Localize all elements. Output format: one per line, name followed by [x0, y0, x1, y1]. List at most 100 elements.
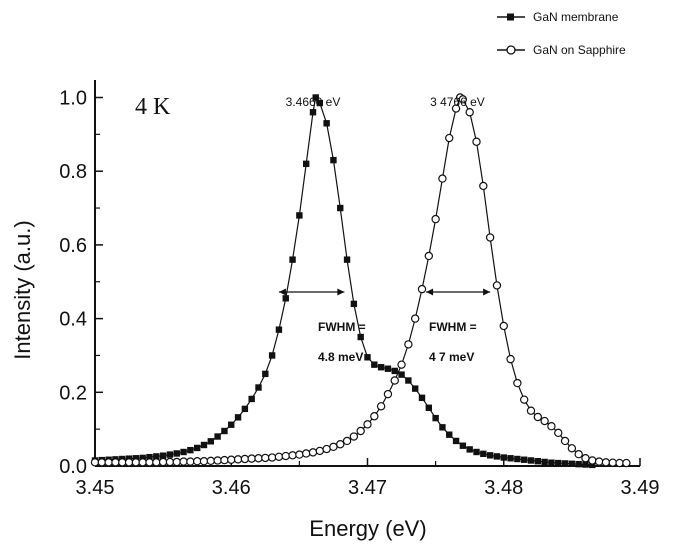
- plot-frame: [94, 80, 640, 467]
- data-point: [274, 452, 284, 461]
- fwhm-value-sapphire: 4 7 meV: [429, 350, 474, 364]
- data-point: [104, 458, 113, 467]
- series-layer: [90, 93, 631, 469]
- data-point: [376, 402, 386, 411]
- fwhm-label-membrane: FWHM =: [318, 320, 366, 334]
- data-point: [316, 99, 324, 107]
- data-point: [520, 456, 528, 463]
- data-point: [315, 446, 325, 456]
- data-point: [608, 458, 617, 467]
- data-point: [500, 454, 507, 461]
- fwhm-arrowhead-right: [483, 288, 491, 296]
- x-tick-label: 3.49: [621, 477, 660, 499]
- data-point: [186, 457, 195, 466]
- legend-label-sapphire: GaN on Sapphire: [533, 43, 626, 57]
- x-tick-label: 3.46: [212, 477, 251, 499]
- data-point: [199, 457, 209, 466]
- data-point: [554, 428, 563, 438]
- y-tick-label: 0.0: [59, 456, 87, 478]
- x-tick-label: 3.47: [348, 477, 387, 499]
- data-point: [193, 444, 201, 452]
- data-point: [589, 461, 596, 469]
- data-point: [330, 156, 337, 164]
- data-point: [458, 95, 468, 104]
- data-point: [493, 453, 501, 460]
- data-point: [288, 451, 297, 460]
- data-point: [97, 458, 107, 467]
- legend-marker-membrane: [507, 13, 514, 21]
- data-point: [541, 458, 548, 466]
- data-point: [213, 456, 222, 465]
- data-point: [268, 352, 276, 359]
- data-point: [357, 333, 364, 341]
- data-point: [214, 433, 221, 440]
- data-point: [567, 444, 577, 453]
- data-point: [370, 412, 379, 421]
- data-point: [485, 233, 495, 242]
- data-point: [233, 455, 243, 464]
- y-tick-label: 0.4: [59, 309, 87, 331]
- data-point: [240, 454, 250, 464]
- data-point: [371, 361, 378, 368]
- data-point: [309, 109, 317, 116]
- series-sapphire: [90, 93, 631, 468]
- legend: GaN membrane GaN on Sapphire: [497, 10, 626, 57]
- data-point: [227, 455, 236, 464]
- data-point: [262, 370, 269, 378]
- data-point: [540, 416, 549, 426]
- data-point: [295, 450, 304, 459]
- data-point: [417, 284, 427, 294]
- data-point: [377, 364, 385, 371]
- data-point: [165, 457, 175, 467]
- data-point: [622, 458, 631, 468]
- data-point: [533, 412, 543, 422]
- data-point: [390, 376, 399, 385]
- data-point: [282, 295, 289, 302]
- data-point: [397, 360, 406, 369]
- data-point: [519, 395, 529, 404]
- data-point: [145, 458, 154, 467]
- y-axis-title: Intensity (a.u.): [10, 220, 35, 359]
- data-point: [221, 427, 228, 435]
- data-point: [561, 460, 569, 467]
- data-point: [172, 457, 181, 467]
- y-ticks: 0.0 0.2 0.4 0.6 0.8 1.0: [59, 88, 103, 478]
- data-point: [499, 321, 508, 331]
- data-point: [254, 454, 263, 463]
- data-point: [255, 384, 262, 391]
- data-point: [158, 457, 168, 467]
- data-point: [560, 436, 570, 446]
- data-point: [138, 458, 147, 467]
- temperature-label: 4 K: [135, 94, 171, 120]
- data-point: [166, 451, 174, 458]
- data-point: [323, 120, 330, 127]
- data-point: [248, 395, 255, 403]
- data-point: [336, 440, 345, 449]
- data-point: [472, 137, 481, 146]
- data-point: [425, 404, 433, 411]
- data-point: [247, 454, 256, 463]
- data-point: [588, 456, 597, 465]
- data-point: [451, 104, 461, 113]
- data-point: [207, 438, 215, 445]
- fwhm-arrowhead-left: [278, 288, 286, 296]
- data-point: [410, 314, 420, 323]
- data-point: [281, 451, 290, 461]
- data-point: [452, 437, 460, 445]
- data-point: [289, 256, 296, 263]
- fwhm-arrowhead-left: [426, 288, 434, 296]
- data-point: [439, 424, 446, 431]
- data-point: [139, 454, 146, 462]
- y-tick-label: 0.2: [59, 382, 87, 404]
- data-point: [527, 457, 535, 464]
- data-point: [514, 455, 521, 463]
- data-point: [152, 458, 161, 467]
- data-point: [302, 160, 310, 168]
- data-point: [337, 204, 344, 212]
- data-point: [275, 326, 283, 333]
- data-point: [234, 414, 242, 421]
- fwhm-value-membrane: 4.8 meV: [318, 350, 363, 364]
- x-axis-title: Energy (eV): [309, 516, 426, 541]
- data-point: [192, 457, 202, 466]
- data-point: [363, 420, 372, 429]
